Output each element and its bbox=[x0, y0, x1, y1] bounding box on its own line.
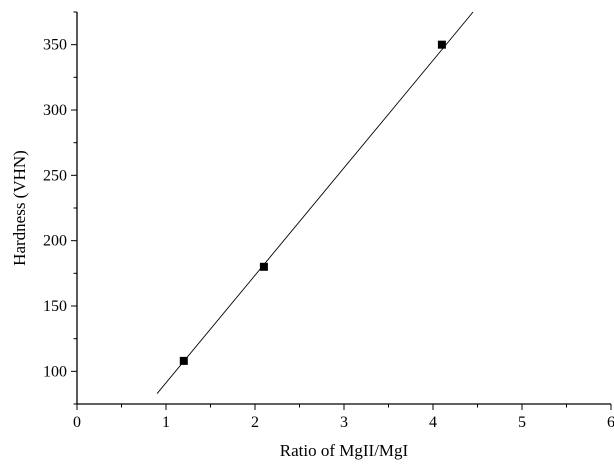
y-tick-label: 250 bbox=[43, 167, 67, 184]
x-tick-label: 5 bbox=[518, 414, 526, 431]
y-tick-label: 350 bbox=[43, 37, 67, 54]
data-point bbox=[259, 262, 268, 271]
data-point bbox=[437, 40, 446, 49]
x-tick-label: 1 bbox=[162, 414, 170, 431]
axes: 0 1 2 3 4 5 6 100 150 200 250 300 350 bbox=[43, 11, 614, 431]
y-tick-label: 100 bbox=[43, 363, 67, 380]
x-tick-label: 4 bbox=[429, 414, 437, 431]
plot-area bbox=[156, 11, 474, 394]
x-axis-title: Ratio of MgII/MgI bbox=[280, 441, 409, 460]
y-tick-label: 300 bbox=[43, 102, 67, 119]
y-axis-title: Hardness (VHN) bbox=[10, 150, 29, 266]
x-tick-label: 2 bbox=[251, 414, 259, 431]
x-tick-label: 0 bbox=[73, 414, 81, 431]
fit-line bbox=[156, 11, 474, 394]
x-tick-label: 6 bbox=[607, 414, 614, 431]
data-point bbox=[179, 356, 188, 365]
y-tick-label: 200 bbox=[43, 233, 67, 250]
x-tick-label: 3 bbox=[340, 414, 348, 431]
y-tick-label: 150 bbox=[43, 298, 67, 315]
